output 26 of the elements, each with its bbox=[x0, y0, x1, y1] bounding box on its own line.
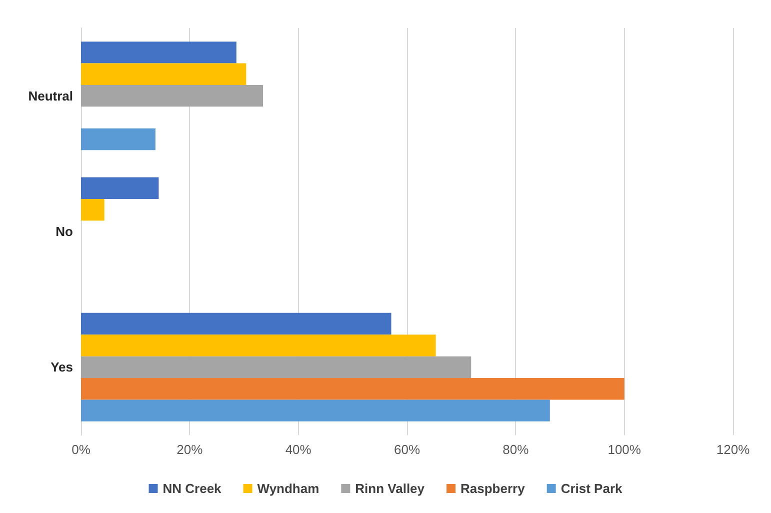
y-tick-label: Neutral bbox=[28, 88, 73, 104]
bar bbox=[81, 128, 156, 150]
bar bbox=[81, 177, 159, 199]
legend-label: NN Creek bbox=[162, 481, 222, 496]
bar bbox=[81, 84, 264, 107]
legend-label: Raspberry bbox=[460, 481, 526, 496]
bar bbox=[81, 312, 392, 335]
y-tick-label: Yes bbox=[50, 360, 73, 375]
bar bbox=[81, 400, 550, 422]
bar bbox=[81, 356, 472, 378]
x-tick-label: 0% bbox=[72, 442, 91, 457]
bar bbox=[81, 42, 236, 64]
bar bbox=[81, 63, 246, 85]
bar bbox=[81, 378, 624, 400]
x-tick-label: 60% bbox=[394, 442, 420, 457]
bar bbox=[81, 334, 436, 356]
y-tick-label: No bbox=[56, 224, 74, 239]
legend-label: Rinn Valley bbox=[355, 481, 426, 496]
legend-label: Wyndham bbox=[257, 481, 320, 496]
legend-label: Crist Park bbox=[560, 481, 624, 496]
x-tick-label: 40% bbox=[285, 442, 312, 457]
x-tick-label: 120% bbox=[716, 442, 750, 457]
bar bbox=[81, 198, 104, 221]
x-tick-label: 100% bbox=[608, 442, 642, 457]
x-tick-label: 20% bbox=[176, 442, 204, 457]
x-tick-label: 80% bbox=[502, 442, 530, 457]
